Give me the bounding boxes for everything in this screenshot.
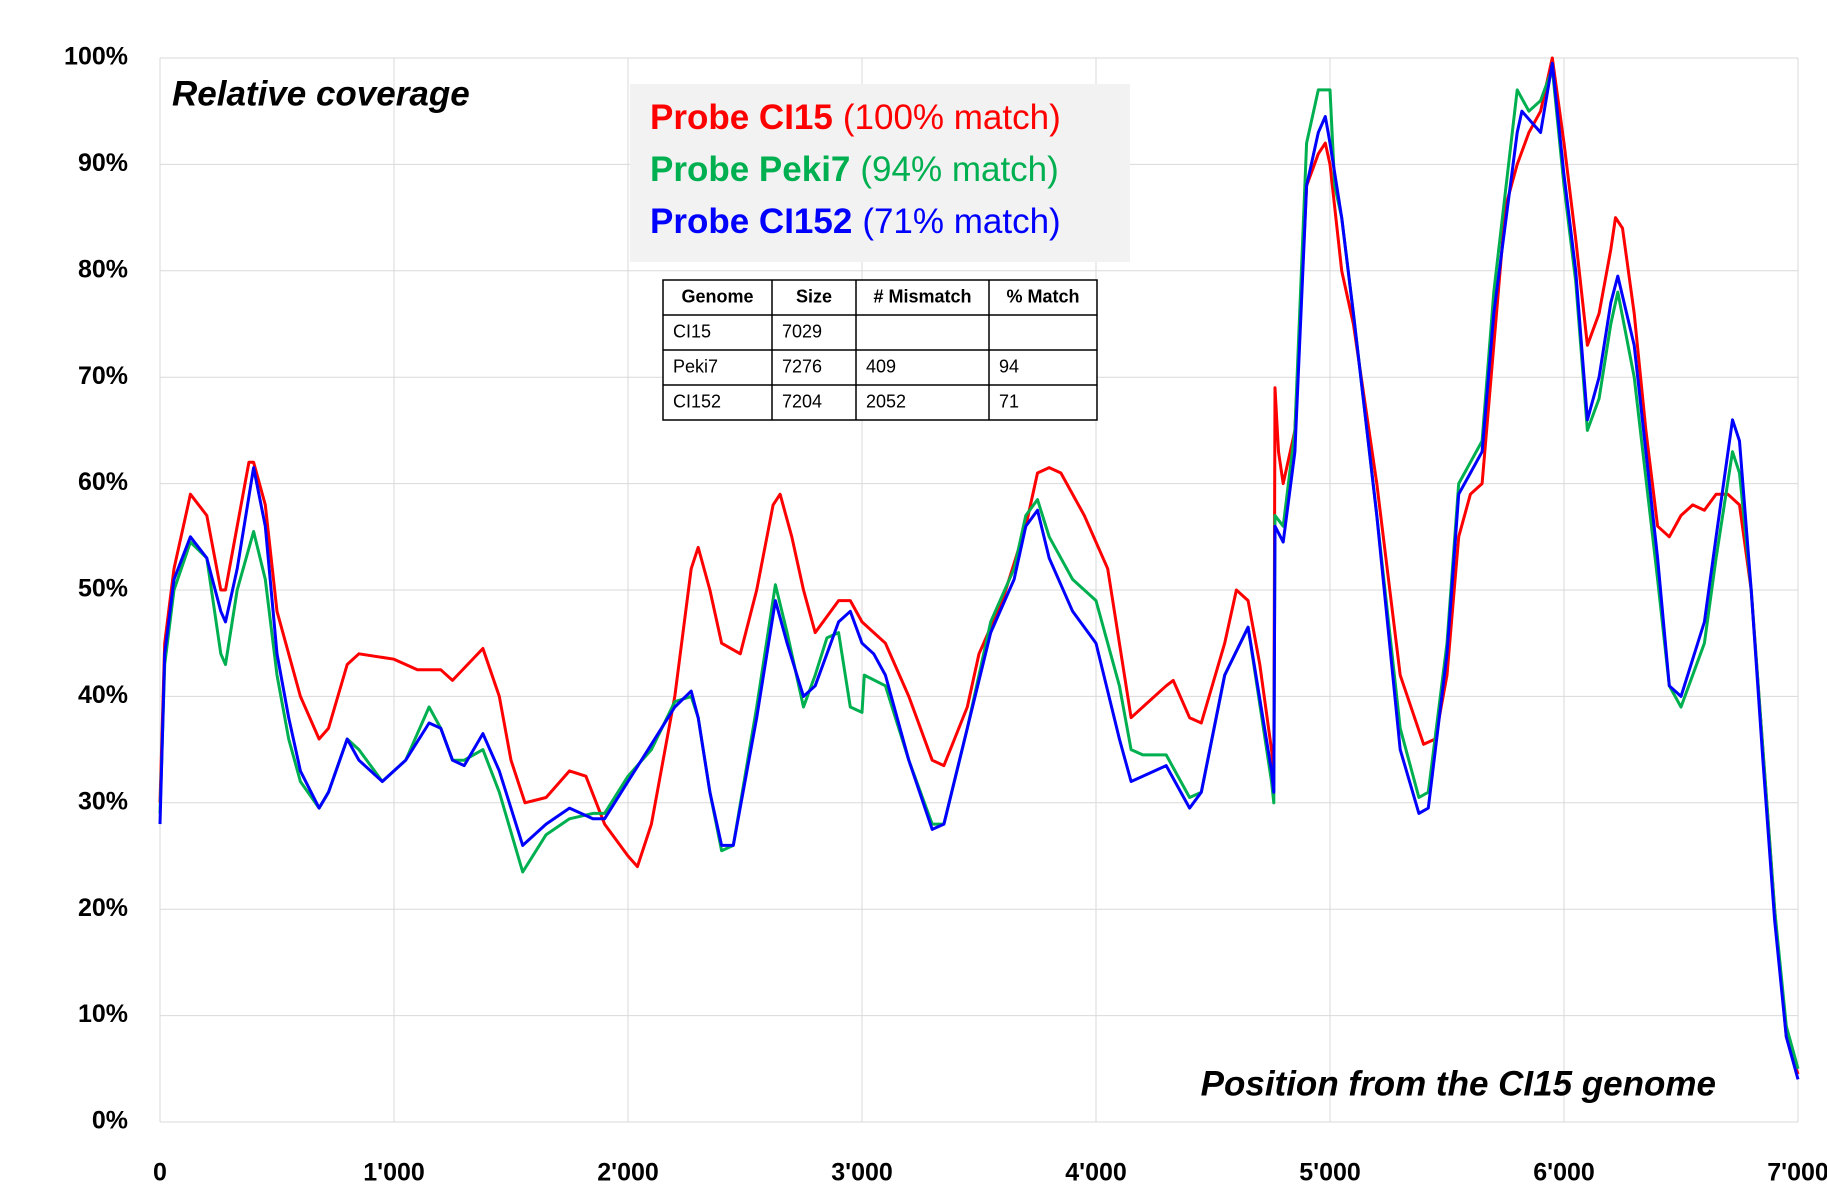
legend-entry: Probe CI15 (100% match) <box>650 98 1061 137</box>
legend: Probe CI15 (100% match) Probe Peki7 (94% ma… <box>650 98 1061 241</box>
annotation: Position from the CI15 genome <box>1201 1064 1716 1103</box>
table-cell: 94 <box>999 356 1019 376</box>
x-tick-label: 4'000 <box>1065 1159 1127 1187</box>
legend-entry: Probe Peki7 (94% match) <box>650 150 1059 189</box>
series-line <box>158 61 1800 1080</box>
legend-note: (94% match) <box>860 150 1058 189</box>
grid: 0% 10% 20% 30% 40% 50% 60% 70% 80% 90% 100% 0 1'000 2… <box>64 43 1827 1187</box>
x-tick-label: 5'000 <box>1299 1159 1361 1187</box>
y-tick-label: 70% <box>78 362 128 390</box>
legend-note: (100% match) <box>843 98 1061 137</box>
x-tick-label: 7'000 <box>1767 1159 1827 1187</box>
series-line <box>158 56 1800 1075</box>
y-tick-label: 40% <box>78 681 128 709</box>
table-header: Size <box>796 286 832 306</box>
table-cell: 2052 <box>866 391 906 411</box>
y-tick-label: 90% <box>78 149 128 177</box>
y-tick-label: 0% <box>92 1107 128 1135</box>
y-tick-label: 10% <box>78 1000 128 1028</box>
x-tick-label: 2'000 <box>597 1159 659 1187</box>
table-cell: 7204 <box>782 391 822 411</box>
legend-name: Probe CI152 <box>650 202 852 241</box>
legend-name: Probe CI15 <box>650 98 833 137</box>
table-cell: CI15 <box>673 321 711 341</box>
legend-box <box>630 84 1130 262</box>
y-tick-label: 80% <box>78 255 128 283</box>
table-header: % Match <box>1006 286 1079 306</box>
table-cell: CI152 <box>673 391 721 411</box>
y-tick-label: 20% <box>78 894 128 922</box>
legend-entry: Probe CI152 (71% match) <box>650 202 1061 241</box>
table-cell: 7276 <box>782 356 822 376</box>
x-tick-label: 3'000 <box>831 1159 893 1187</box>
annotation: Relative coverage <box>172 74 470 113</box>
legend-name: Probe Peki7 <box>650 150 850 189</box>
x-tick-label: 6'000 <box>1533 1159 1595 1187</box>
y-tick-label: 30% <box>78 787 128 815</box>
lines <box>158 56 1800 1080</box>
table-cell: Peki7 <box>673 356 718 376</box>
y-tick-label: 50% <box>78 575 128 603</box>
table-cell: 409 <box>866 356 896 376</box>
table-cell: 71 <box>999 391 1019 411</box>
table-header: Genome <box>681 286 753 306</box>
y-tick-label: 100% <box>64 43 128 71</box>
table-cell: 7029 <box>782 321 822 341</box>
table-header: # Mismatch <box>873 286 971 306</box>
x-tick-label: 0 <box>153 1159 167 1187</box>
table: Genome Size # Mismatch % Match CI15 7029 Peki7… <box>662 279 1098 421</box>
legend-note: (71% match) <box>862 202 1060 241</box>
x-tick-label: 1'000 <box>363 1159 425 1187</box>
y-tick-label: 60% <box>78 468 128 496</box>
